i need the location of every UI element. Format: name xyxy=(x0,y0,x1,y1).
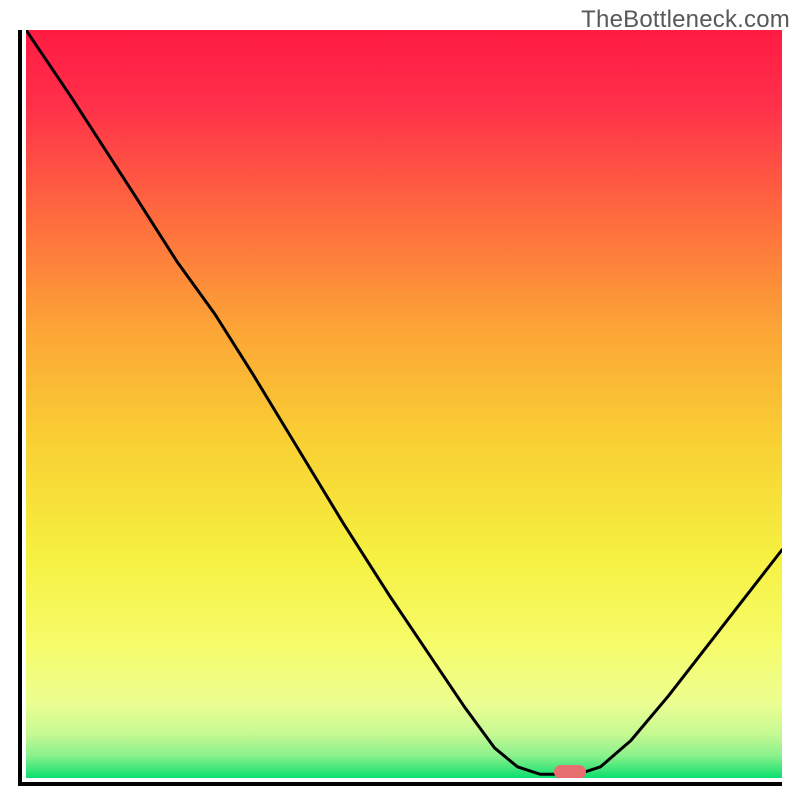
bottleneck-curve xyxy=(26,30,782,778)
curve-path xyxy=(26,30,782,774)
plot-area xyxy=(26,30,782,778)
chart-frame xyxy=(18,30,782,786)
optimal-marker xyxy=(554,765,586,778)
